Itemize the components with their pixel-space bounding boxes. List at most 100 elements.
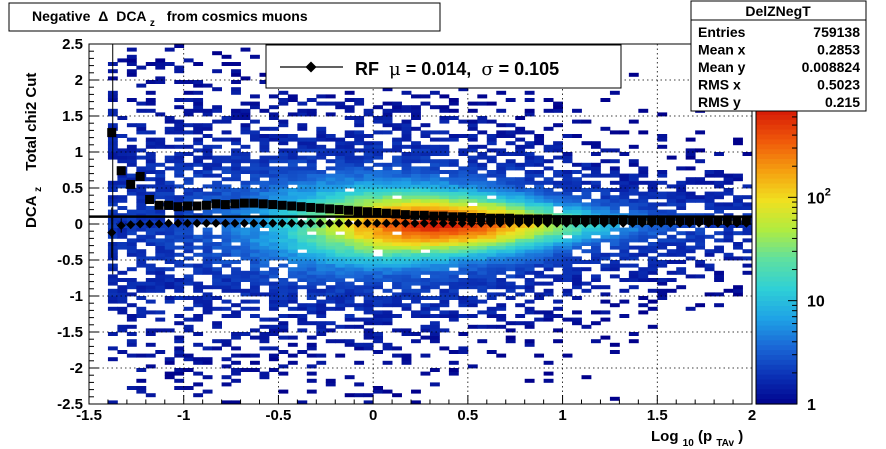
heatmap-cell	[354, 162, 365, 167]
heatmap-cell	[335, 281, 346, 286]
heatmap-cell	[164, 245, 175, 250]
heatmap-cell	[704, 180, 715, 185]
heatmap-cell	[429, 267, 440, 272]
heatmap-cell	[117, 245, 128, 250]
diamond-marker	[372, 218, 382, 228]
heatmap-cell	[117, 152, 128, 156]
heatmap-cell	[268, 353, 279, 358]
heatmap-cell	[306, 227, 317, 232]
heatmap-cell	[477, 238, 488, 243]
heatmap-cell	[231, 116, 241, 120]
heatmap-cell	[373, 386, 384, 390]
heatmap-cell	[193, 159, 204, 164]
heatmap-cell	[335, 339, 346, 344]
heatmap-cell	[297, 252, 308, 257]
heatmap-cell	[250, 292, 260, 297]
heatmap-cell	[628, 278, 639, 282]
heatmap-cell	[354, 285, 365, 290]
heatmap-cell	[250, 278, 260, 282]
heatmap-cell	[420, 206, 431, 210]
heatmap-cell	[382, 303, 393, 308]
heatmap-cell	[145, 209, 156, 214]
heatmap-cell	[231, 260, 241, 264]
heatmap-cell	[174, 155, 185, 160]
heatmap-cell	[486, 270, 497, 275]
heatmap-cell	[676, 238, 687, 243]
color-bar-segment	[756, 227, 797, 234]
heatmap-cell	[221, 357, 232, 362]
heatmap-cell	[534, 202, 545, 207]
heatmap-cell	[136, 234, 147, 239]
heatmap-cell	[496, 324, 507, 329]
heatmap-cell	[676, 180, 687, 185]
heatmap-cell	[268, 134, 279, 138]
heatmap-cell	[467, 126, 478, 131]
heatmap-cell	[600, 234, 611, 239]
heatmap-cell	[174, 386, 185, 390]
heatmap-cell	[316, 238, 327, 243]
heatmap-cell	[534, 281, 545, 286]
heatmap-cell	[354, 216, 365, 221]
heatmap-cell	[543, 231, 554, 236]
heatmap-cell	[306, 263, 317, 268]
heatmap-cell	[306, 144, 317, 149]
heatmap-cell	[164, 360, 175, 365]
heatmap-cell	[363, 144, 374, 149]
heatmap-cell	[193, 342, 204, 347]
heatmap-cell	[647, 184, 658, 189]
heatmap-cell	[543, 310, 554, 315]
heatmap-cell	[590, 202, 601, 207]
heatmap-cell	[363, 249, 374, 254]
heatmap-cell	[240, 130, 251, 135]
heatmap-cell	[278, 285, 289, 290]
heatmap-cell	[392, 202, 402, 207]
heatmap-cell	[306, 270, 317, 275]
heatmap-cell	[695, 227, 706, 232]
heatmap-cell	[467, 278, 478, 282]
heatmap-cell	[344, 216, 355, 221]
heatmap-cell	[467, 256, 478, 261]
heatmap-cell	[145, 242, 156, 246]
heatmap-cell	[543, 314, 554, 318]
heatmap-cell	[202, 216, 213, 221]
diamond-marker	[542, 218, 552, 228]
heatmap-cell	[373, 317, 384, 322]
heatmap-cell	[145, 206, 156, 210]
heatmap-cell	[373, 332, 384, 336]
heatmap-cell	[164, 375, 175, 380]
heatmap-cell	[448, 177, 459, 182]
heatmap-cell	[534, 180, 545, 185]
heatmap-cell	[467, 170, 478, 174]
heatmap-cell	[164, 144, 175, 149]
heatmap-cell	[306, 288, 317, 293]
heatmap-cell	[250, 54, 260, 59]
heatmap-cell	[657, 231, 668, 236]
heatmap-cell	[496, 130, 507, 135]
heatmap-cell	[695, 245, 706, 250]
heatmap-cell	[297, 101, 308, 106]
color-bar-segment	[756, 203, 797, 209]
diamond-marker	[268, 218, 278, 228]
color-bar-segment	[756, 159, 797, 165]
y-tick-label: -0.5	[57, 252, 83, 269]
heatmap-cell	[155, 188, 166, 192]
heatmap-cell	[297, 328, 308, 333]
heatmap-cell	[354, 130, 365, 135]
heatmap-cell	[145, 144, 156, 149]
heatmap-cell	[496, 256, 507, 261]
heatmap-cell	[164, 299, 175, 304]
heatmap-cell	[628, 119, 639, 124]
heatmap-cell	[628, 263, 639, 268]
heatmap-cell	[448, 101, 459, 106]
heatmap-cell	[306, 310, 317, 315]
heatmap-cell	[325, 184, 336, 189]
heatmap-cell	[155, 162, 166, 167]
heatmap-cell	[231, 80, 241, 84]
heatmap-cell	[676, 270, 687, 275]
heatmap-cell	[562, 155, 573, 160]
stats-name: DelZNegT	[745, 3, 811, 19]
heatmap-cell	[373, 245, 384, 250]
heatmap-cell	[553, 227, 563, 232]
heatmap-cell	[439, 94, 450, 99]
heatmap-cell	[354, 191, 365, 196]
